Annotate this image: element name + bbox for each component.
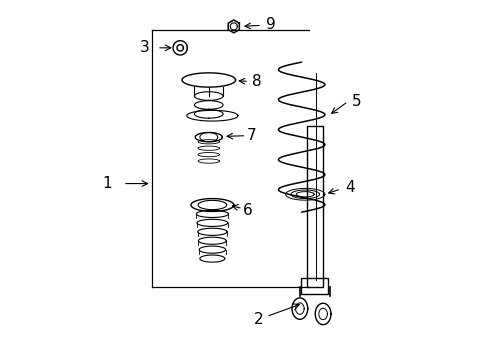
Bar	[300, 278, 328, 294]
Text: 9: 9	[266, 17, 276, 32]
Text: 7: 7	[246, 128, 256, 143]
Text: 2: 2	[253, 304, 299, 327]
Text: 4: 4	[345, 180, 354, 195]
Text: 6: 6	[243, 203, 252, 218]
Text: 5: 5	[351, 94, 361, 109]
Bar	[306, 126, 323, 287]
Text: 3: 3	[139, 40, 149, 55]
Text: 8: 8	[252, 74, 261, 89]
Text: 1: 1	[102, 176, 112, 191]
